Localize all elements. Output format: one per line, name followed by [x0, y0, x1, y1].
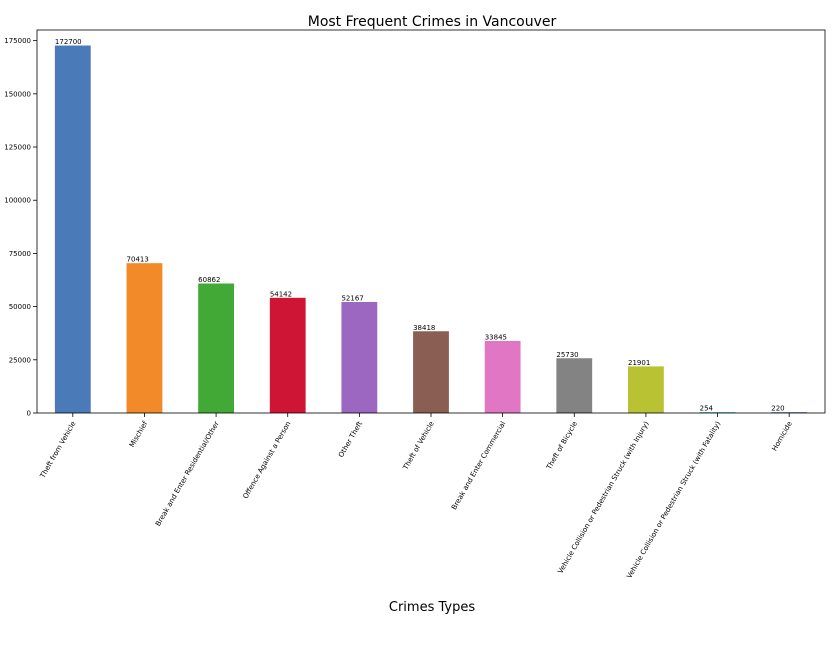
y-tick-label: 75000 — [9, 250, 31, 258]
data-label: 25730 — [556, 351, 578, 359]
y-tick-label: 25000 — [9, 356, 31, 364]
bar — [556, 358, 593, 413]
data-label: 33845 — [485, 333, 507, 341]
bar — [484, 340, 521, 413]
x-tick-label: Homicide — [771, 420, 794, 452]
data-label: 220 — [771, 405, 784, 413]
x-tick-label: Mischief — [128, 420, 150, 449]
bar — [126, 263, 163, 413]
x-tick-label: Theft from Vehicle — [38, 420, 77, 480]
y-tick-label: 100000 — [4, 197, 31, 205]
data-label: 54142 — [270, 290, 292, 298]
bar — [413, 331, 449, 413]
x-tick-label: Other Theft — [337, 420, 364, 459]
x-tick-label: Offence Against a Person — [242, 420, 293, 500]
x-tick-label: Break and Enter Residential/Other — [154, 420, 221, 528]
data-label: 60862 — [198, 276, 220, 284]
data-label: 21901 — [628, 359, 650, 367]
bar — [628, 366, 664, 413]
data-label: 38418 — [413, 324, 435, 332]
bar — [198, 283, 234, 413]
y-axis: 0 25000 50000 75000 100000 125000 150000 175000 — [4, 37, 37, 418]
bar — [341, 302, 378, 413]
data-labels: 172700 70413 60862 54142 52167 38418 33845 2573… — [55, 38, 785, 413]
y-tick-label: 175000 — [4, 37, 31, 45]
data-label: 52167 — [341, 295, 363, 303]
bars — [54, 45, 808, 413]
y-tick-label: 150000 — [4, 90, 31, 98]
y-tick-label: 0 — [27, 410, 31, 418]
bar — [269, 297, 306, 413]
data-label: 70413 — [127, 256, 149, 264]
x-tick-label: Theft of Bicycle — [545, 420, 579, 472]
chart-title: Most Frequent Crimes in Vancouver — [308, 14, 557, 30]
data-label: 172700 — [55, 38, 82, 46]
plot-frame — [36, 29, 826, 414]
x-axis: Theft from Vehicle Mischief Break and Ente… — [38, 413, 794, 580]
data-label: 254 — [700, 405, 714, 413]
bar — [54, 45, 91, 413]
x-axis-label: Crimes Types — [389, 600, 475, 615]
x-tick-label: Vehicle Collision or Pedestrian Struck (… — [556, 420, 650, 575]
x-tick-label: Break and Enter Commercial — [450, 420, 507, 511]
y-tick-label: 50000 — [9, 303, 31, 311]
x-tick-label: Theft of Vehicle — [401, 420, 436, 472]
x-tick-label: Vehicle Collision or Pedestrian Struck (… — [625, 420, 722, 580]
y-tick-label: 125000 — [4, 144, 31, 152]
